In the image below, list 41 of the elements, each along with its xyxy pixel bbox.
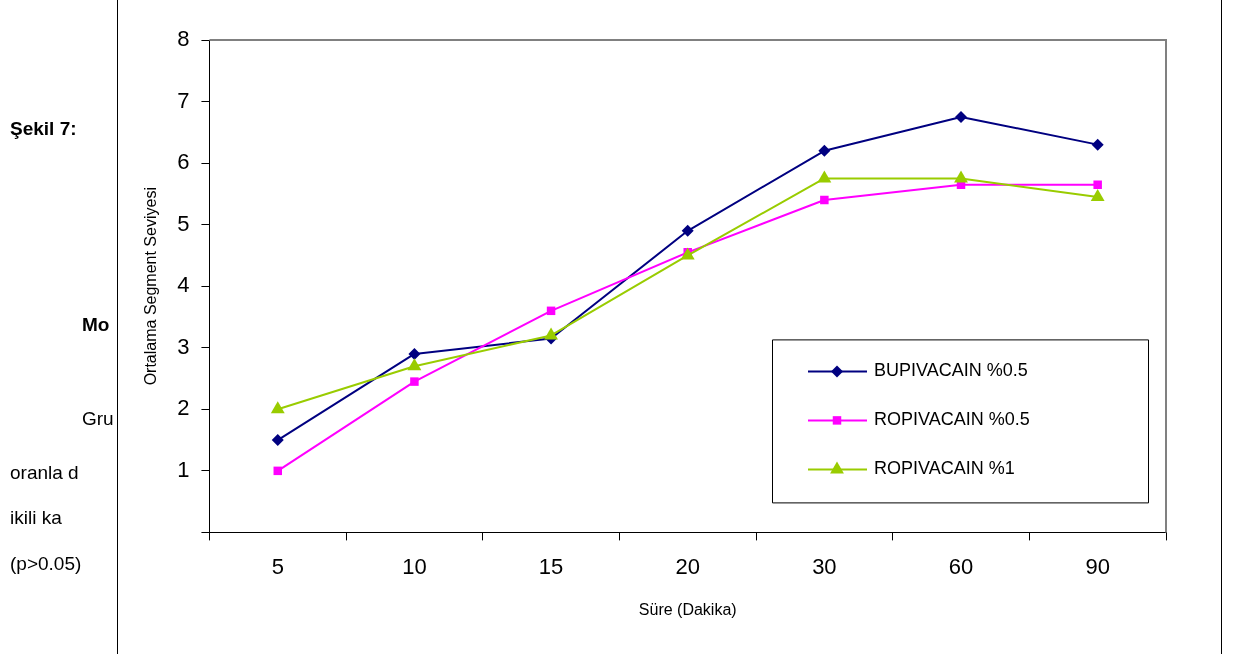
x-axis-title: Süre (Dakika) <box>638 600 737 618</box>
point <box>1090 188 1105 201</box>
legend-label: ROPIVACAIN %1 <box>874 458 1015 479</box>
text: ikili ka <box>10 507 62 529</box>
point <box>817 170 832 183</box>
point <box>410 377 419 386</box>
legend-label: BUPIVACAIN %0.5 <box>874 360 1028 381</box>
y-tick-label: 2 <box>177 395 190 421</box>
text: (p>0.05) <box>10 553 82 575</box>
point <box>408 347 421 360</box>
text: oranla d <box>10 462 79 484</box>
x-tick-label: 90 <box>1085 553 1110 579</box>
point <box>407 358 422 371</box>
y-tick-label: 7 <box>177 87 190 113</box>
x-tick-label: 60 <box>948 553 974 579</box>
point <box>271 434 284 447</box>
y-tick-label: 8 <box>177 26 190 52</box>
point <box>818 144 831 157</box>
point <box>681 224 694 237</box>
x-tick-label: 5 <box>271 553 284 579</box>
x-tick-label: 10 <box>402 553 427 579</box>
x-tick-label: 30 <box>812 553 837 579</box>
x-tick-label: 20 <box>675 553 700 579</box>
y-tick-label: 5 <box>177 210 190 236</box>
y-tick-label: 1 <box>177 456 190 482</box>
point <box>544 327 558 340</box>
legend-label: ROPIVACAIN %0.5 <box>874 409 1030 430</box>
y-tick-label: 6 <box>177 149 190 175</box>
y-tick-label: 3 <box>177 333 190 359</box>
point <box>820 195 829 205</box>
point <box>954 170 968 183</box>
y-tick-label: 4 <box>177 272 190 298</box>
x-tick-label: 15 <box>538 553 564 579</box>
y-axis-title: Ortalama Segment Seviyesi <box>142 187 160 386</box>
point <box>1093 180 1102 189</box>
point <box>1091 138 1104 151</box>
text: Gru <box>82 408 114 430</box>
text: Şekil 7: <box>10 118 77 140</box>
point <box>955 110 968 123</box>
point <box>270 401 285 414</box>
text: Mo <box>82 314 110 336</box>
